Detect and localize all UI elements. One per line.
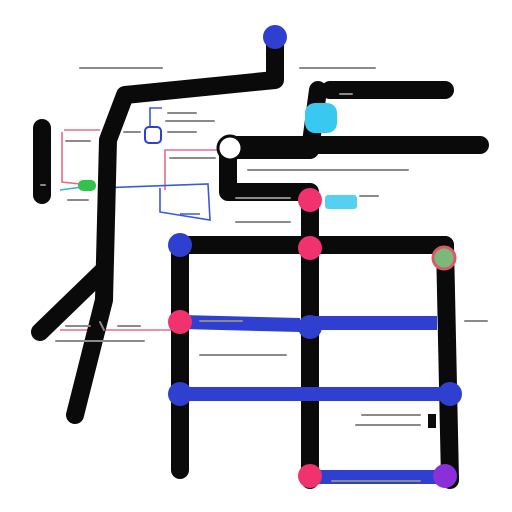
blue-pin-icon[interactable] — [438, 382, 462, 406]
thin-blue-connector — [97, 183, 211, 221]
label-mark — [99, 321, 105, 331]
thin-pink-connector — [164, 149, 220, 190]
label-marks — [40, 67, 488, 482]
main-line-left-spur — [31, 261, 113, 341]
purple-pin-icon[interactable] — [433, 464, 457, 488]
thin-blue-connector — [149, 107, 162, 128]
multicolor-badge-icon — [431, 245, 457, 271]
blue-circle-icon[interactable] — [263, 25, 287, 49]
blue-circle-icon[interactable] — [168, 382, 192, 406]
blue-pin-icon[interactable] — [168, 233, 192, 257]
thin-pink-connector — [61, 132, 91, 186]
blue-lock-icon — [144, 126, 162, 144]
green-tag-icon — [78, 180, 96, 191]
blue-bands — [181, 315, 440, 484]
pink-pin-icon[interactable] — [168, 310, 192, 334]
pink-pin-icon[interactable] — [298, 188, 322, 212]
pink-arrow-icon[interactable] — [298, 236, 322, 260]
cyan-badge-icon — [325, 195, 357, 209]
main-line-left — [66, 31, 284, 424]
stations[interactable] — [168, 25, 462, 488]
blue-link-mid — [181, 315, 301, 332]
blue-arrow-icon[interactable] — [298, 315, 322, 339]
cyan-pin-icon[interactable] — [305, 103, 337, 133]
small-icons — [78, 126, 457, 428]
small-pin-icon — [428, 414, 436, 428]
main-line-grid-right — [436, 236, 459, 489]
dark-circle-icon[interactable] — [216, 134, 244, 162]
pink-pin-icon[interactable] — [298, 464, 322, 488]
